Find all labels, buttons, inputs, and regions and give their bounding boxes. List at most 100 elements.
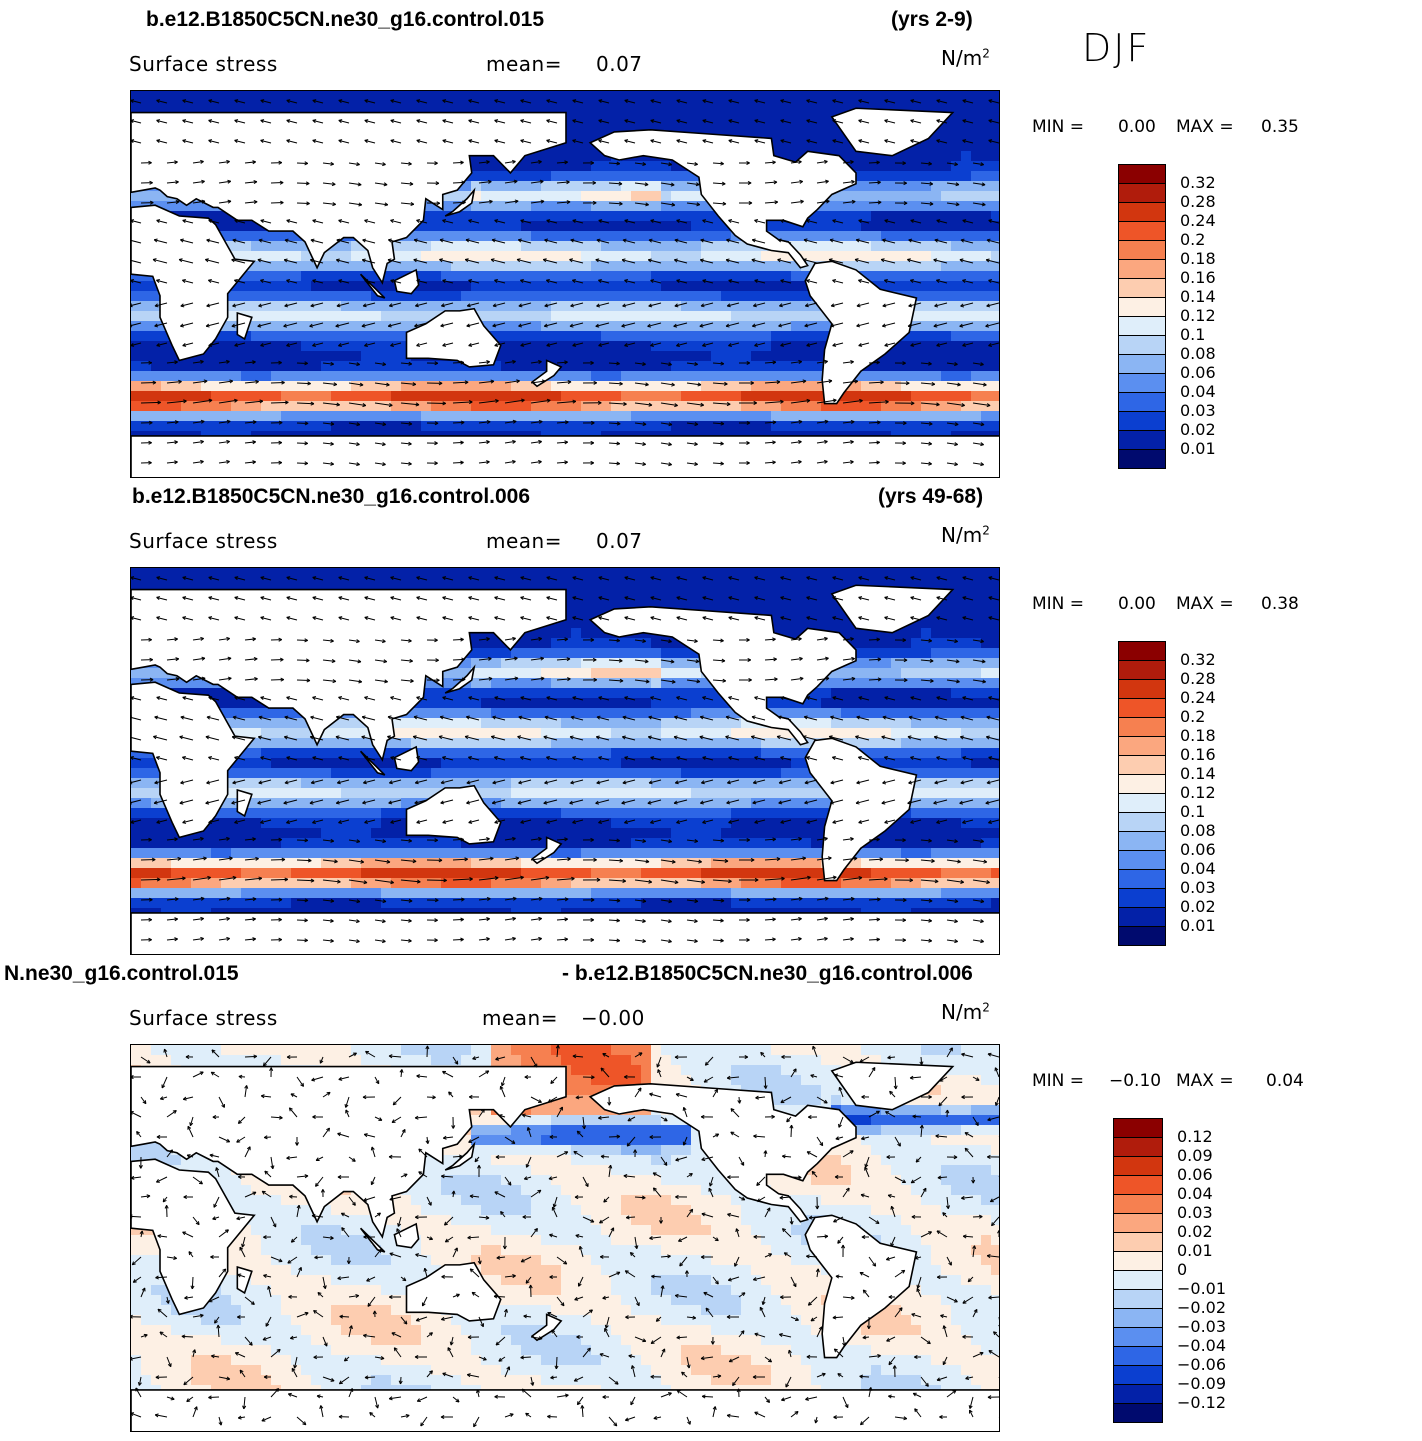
colorbar-tick-label: 0.2: [1180, 707, 1206, 726]
panel3-min-value: −0.10: [1109, 1071, 1162, 1091]
colorbar-swatch: [1118, 926, 1166, 946]
panel3-min-label: MIN =: [1032, 1071, 1085, 1091]
colorbar-tick-label: 0.1: [1180, 325, 1206, 344]
colorbar-tick-label: 0.02: [1180, 897, 1216, 916]
colorbar-tick-label: 0.08: [1180, 821, 1216, 840]
colorbar-swatch: [1118, 297, 1166, 317]
colorbar-swatch: [1113, 1156, 1163, 1176]
panel2-max-value: 0.38: [1261, 594, 1299, 614]
colorbar-tick-label: 0.01: [1177, 1241, 1213, 1260]
panel2-max-label: MAX =: [1176, 594, 1234, 614]
colorbar-swatch: [1113, 1346, 1163, 1366]
colorbar-tick-label: −0.12: [1177, 1393, 1227, 1412]
colorbar-swatch: [1118, 430, 1166, 450]
colorbar-tick-label: 0.24: [1180, 688, 1216, 707]
colorbar-swatch: [1113, 1232, 1163, 1252]
colorbar-tick-label: 0.2: [1180, 230, 1206, 249]
colorbar-tick-label: 0.09: [1177, 1146, 1213, 1165]
panel3-map-canvas: [131, 1045, 999, 1431]
colorbar-swatch: [1113, 1308, 1163, 1328]
panel2-map: [130, 567, 1000, 955]
colorbar-swatch: [1118, 850, 1166, 870]
panel3-mean-label: mean=: [482, 1006, 558, 1030]
colorbar-tick-label: 0.04: [1180, 859, 1216, 878]
panel3-mean-value: −0.00: [581, 1006, 645, 1030]
panel3-variable: Surface stress: [129, 1006, 278, 1030]
colorbar-tick-label: 0.14: [1180, 764, 1216, 783]
colorbar-swatch: [1118, 259, 1166, 279]
colorbar-tick-label: 0.18: [1180, 249, 1216, 268]
colorbar-swatch: [1118, 278, 1166, 298]
colorbar-swatch: [1118, 221, 1166, 241]
colorbar-swatch: [1113, 1289, 1163, 1309]
colorbar-swatch: [1118, 793, 1166, 813]
panel1-units: N/m2: [941, 46, 990, 70]
colorbar-tick-label: 0.03: [1180, 878, 1216, 897]
colorbar-tick-label: 0.14: [1180, 287, 1216, 306]
colorbar-swatch: [1118, 392, 1166, 412]
colorbar-swatch: [1118, 373, 1166, 393]
colorbar-tick-label: −0.03: [1177, 1317, 1227, 1336]
colorbar-swatch: [1118, 698, 1166, 718]
colorbar-tick-label: −0.06: [1177, 1355, 1227, 1374]
colorbar-tick-label: −0.02: [1177, 1298, 1227, 1317]
colorbar-tick-label: −0.04: [1177, 1336, 1227, 1355]
season-label: DJF: [1082, 26, 1151, 70]
colorbar-swatch: [1113, 1137, 1163, 1157]
colorbar-swatch: [1113, 1327, 1163, 1347]
colorbar-tick-label: 0.06: [1177, 1165, 1213, 1184]
colorbar-swatch: [1118, 449, 1166, 469]
colorbar-tick-label: 0.08: [1180, 344, 1216, 363]
colorbar-tick-label: −0.01: [1177, 1279, 1227, 1298]
colorbar-swatch: [1118, 755, 1166, 775]
colorbar-swatch: [1113, 1403, 1163, 1423]
colorbar-swatch: [1118, 411, 1166, 431]
panel2-map-canvas: [131, 568, 999, 954]
colorbar-swatch: [1113, 1270, 1163, 1290]
panel2-min-value: 0.00: [1118, 594, 1156, 614]
colorbar-tick-label: 0.02: [1177, 1222, 1213, 1241]
colorbar-swatch: [1118, 660, 1166, 680]
panel1-max-value: 0.35: [1261, 117, 1299, 137]
colorbar-swatch: [1118, 316, 1166, 336]
colorbar-tick-label: 0.01: [1180, 916, 1216, 935]
colorbar-swatch: [1118, 736, 1166, 756]
colorbar-swatch: [1118, 869, 1166, 889]
panel3-max-value: 0.04: [1266, 1071, 1304, 1091]
colorbar-tick-label: 0.32: [1180, 173, 1216, 192]
panel2-case-title: b.e12.B1850C5CN.ne30_g16.control.006: [132, 485, 531, 508]
panel1-years: (yrs 2-9): [891, 8, 973, 31]
colorbar-tick-label: 0: [1177, 1260, 1188, 1279]
colorbar-swatch: [1118, 164, 1166, 184]
colorbar-tick-label: 0.12: [1177, 1127, 1213, 1146]
colorbar-swatch: [1118, 183, 1166, 203]
panel1-map-canvas: [131, 91, 999, 477]
colorbar-tick-label: 0.32: [1180, 650, 1216, 669]
panel1-variable: Surface stress: [129, 52, 278, 76]
colorbar-swatch: [1113, 1384, 1163, 1404]
panel3-years: - b.e12.B1850C5CN.ne30_g16.control.006: [562, 962, 973, 985]
colorbar-swatch: [1118, 888, 1166, 908]
panel1-min-label: MIN =: [1032, 117, 1085, 137]
panel1-max-label: MAX =: [1176, 117, 1234, 137]
colorbar-tick-label: 0.01: [1180, 439, 1216, 458]
colorbar-swatch: [1113, 1175, 1163, 1195]
colorbar-swatch: [1113, 1251, 1163, 1271]
colorbar-swatch: [1118, 907, 1166, 927]
colorbar-tick-label: 0.24: [1180, 211, 1216, 230]
colorbar-swatch: [1118, 641, 1166, 661]
panel2-min-label: MIN =: [1032, 594, 1085, 614]
colorbar-tick-label: 0.04: [1177, 1184, 1213, 1203]
colorbar-tick-label: 0.12: [1180, 783, 1216, 802]
panel2-units: N/m2: [941, 523, 990, 547]
colorbar-tick-label: 0.16: [1180, 745, 1216, 764]
colorbar-swatch: [1113, 1365, 1163, 1385]
panel3-case-title: N.ne30_g16.control.015: [4, 962, 239, 985]
colorbar-tick-label: 0.18: [1180, 726, 1216, 745]
colorbar-swatch: [1113, 1118, 1163, 1138]
colorbar-tick-label: 0.28: [1180, 669, 1216, 688]
colorbar-tick-label: 0.04: [1180, 382, 1216, 401]
colorbar-swatch: [1118, 202, 1166, 222]
colorbar-swatch: [1118, 240, 1166, 260]
colorbar-swatch: [1118, 335, 1166, 355]
